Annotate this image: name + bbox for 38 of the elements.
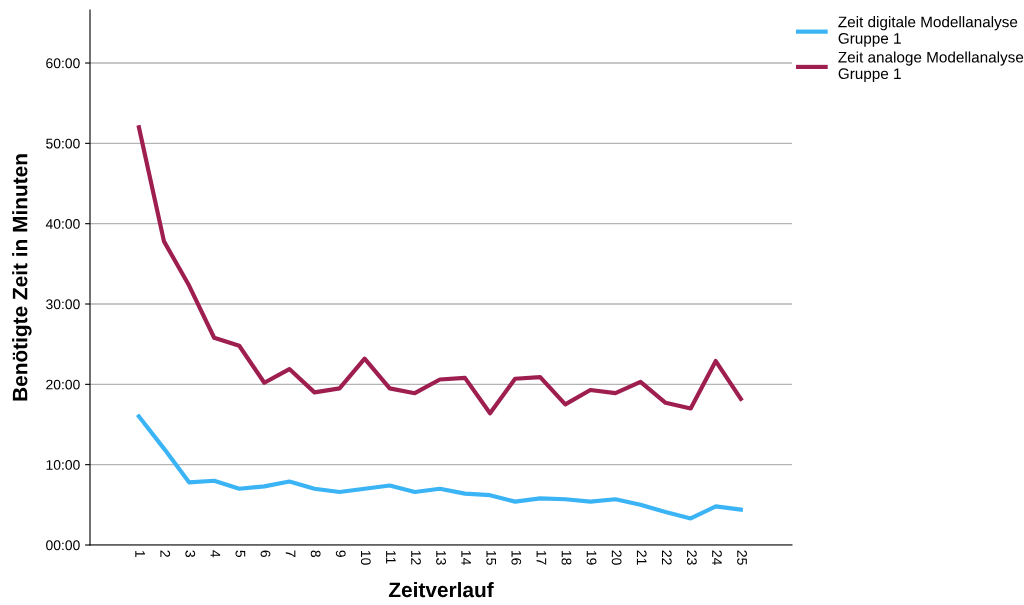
- x-tick-label: 9: [335, 550, 346, 557]
- x-tick-label: 24: [712, 550, 722, 565]
- x-tick-label: 18: [561, 550, 572, 565]
- x-tick-label: 16: [511, 550, 522, 565]
- y-tick-label: 40:00: [45, 219, 80, 229]
- x-tick-label: 10: [360, 550, 371, 565]
- x-tick-label: 22: [662, 550, 672, 565]
- x-tick-label: 5: [235, 550, 246, 557]
- y-tick-label: 30:00: [46, 299, 80, 310]
- x-tick-label: 15: [486, 550, 496, 565]
- x-tick-label: 2: [160, 550, 171, 557]
- x-tick-label: 7: [285, 550, 296, 557]
- x-tick-label: 11: [386, 550, 396, 564]
- x-tick-label: 6: [260, 550, 271, 557]
- x-tick-label: 4: [210, 550, 221, 558]
- x-tick-label: 1: [135, 550, 145, 557]
- x-tick-label: 20: [611, 550, 622, 565]
- x-tick-label: 25: [737, 550, 747, 565]
- legend-label: Zeit digitale Modellanalyse Gruppe 1: [838, 16, 1018, 47]
- x-axis-title: Zeitverlauf: [388, 581, 494, 598]
- legend-label: Zeit analoge Modellanalyse Gruppe 1: [838, 51, 1024, 83]
- x-tick-label: 14: [461, 550, 471, 565]
- x-tick-label: 12: [411, 550, 421, 565]
- x-tick-label: 8: [310, 550, 321, 557]
- y-tick-label: 50:00: [46, 138, 80, 149]
- x-tick-label: 13: [436, 550, 446, 565]
- y-tick-label: 00:00: [46, 540, 80, 551]
- y-tick-label: 60:00: [46, 58, 80, 69]
- line-series: [136, 125, 743, 416]
- y-axis-title: Benötigte Zeit in Minuten: [12, 154, 32, 401]
- y-tick-label: 20:00: [46, 379, 80, 390]
- y-tick-label: 10:00: [46, 460, 80, 470]
- line-series: [136, 414, 743, 521]
- x-tick-label: 23: [686, 550, 697, 565]
- x-tick-label: 19: [586, 550, 597, 565]
- x-tick-label: 3: [185, 550, 196, 557]
- x-tick-label: 17: [536, 550, 547, 565]
- x-tick-label: 21: [636, 550, 647, 565]
